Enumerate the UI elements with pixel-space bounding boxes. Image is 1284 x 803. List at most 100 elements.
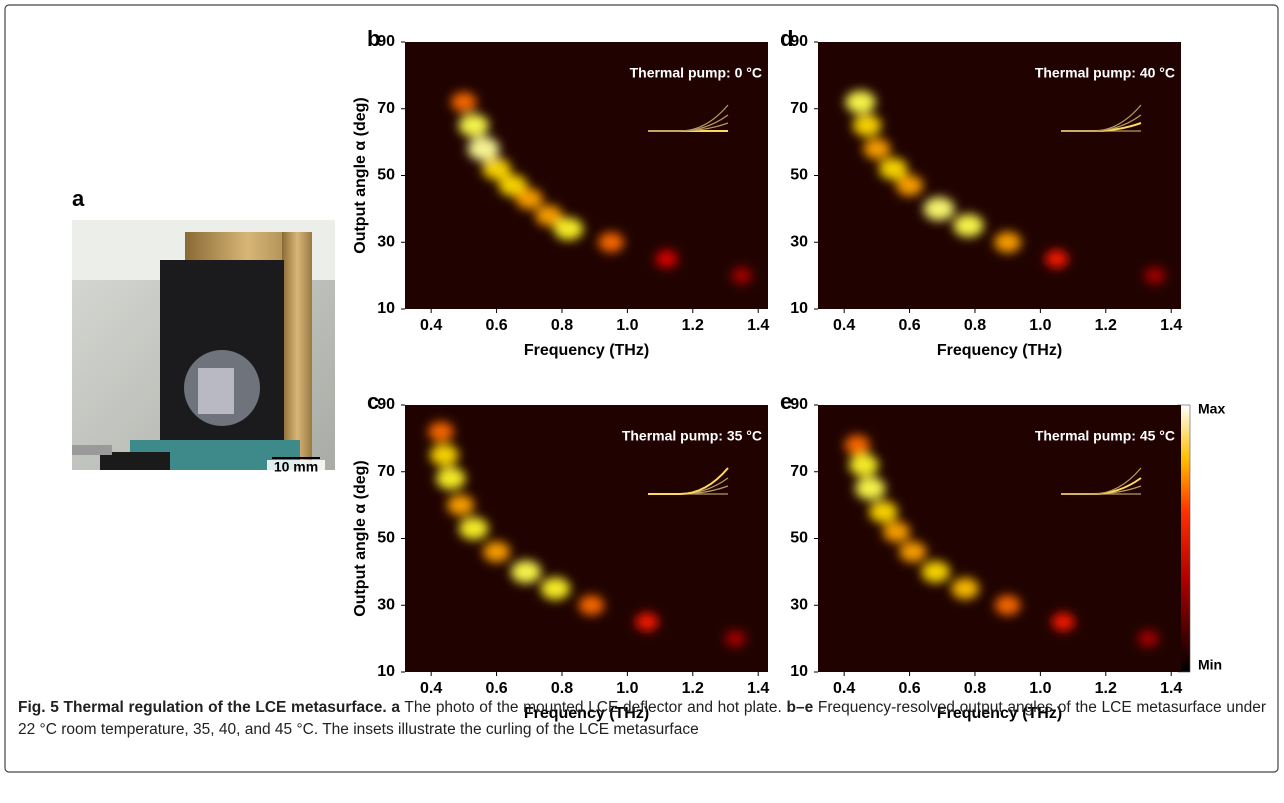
caption-label: b–e: [786, 699, 814, 716]
intensity-spot: [899, 541, 927, 563]
x-tick-label: 0.6: [485, 317, 507, 334]
plot-title: Thermal pump: 45 °C: [1035, 428, 1175, 444]
x-tick-label: 1.2: [1095, 680, 1117, 697]
x-axis-label: Frequency (THz): [937, 705, 1062, 722]
intensity-spot: [1137, 630, 1159, 648]
plot-title: Thermal pump: 0 °C: [630, 65, 762, 81]
caption-title: Fig. 5 Thermal regulation of the LCE met…: [18, 699, 387, 716]
x-tick-label: 1.2: [682, 680, 704, 697]
y-tick-label: 50: [377, 167, 395, 184]
y-tick-label: 50: [377, 530, 395, 547]
panel-label: e: [780, 389, 792, 414]
x-tick-label: 1.0: [616, 317, 638, 334]
caption: Fig. 5 Thermal regulation of the LCE met…: [18, 697, 1266, 741]
x-tick-label: 0.8: [964, 317, 986, 334]
intensity-spot: [731, 267, 753, 285]
intensity-spot: [1045, 249, 1069, 269]
y-tick-label: 90: [377, 33, 395, 50]
y-tick-label: 30: [790, 596, 808, 613]
intensity-spot: [498, 174, 528, 197]
scale-bar-label: 10 mm: [274, 459, 318, 475]
x-tick-label: 0.4: [420, 680, 442, 697]
plot-background: [818, 405, 1181, 672]
heatmap: [844, 435, 1159, 648]
blobs: [428, 421, 746, 648]
intensity-spot: [435, 467, 466, 490]
panel-label: d: [780, 26, 793, 51]
y-tick-label: 90: [377, 396, 395, 413]
intensity-spot: [923, 197, 955, 221]
x-tick-label: 0.8: [551, 680, 573, 697]
inset-curve: [1061, 104, 1142, 132]
intensity-spot: [1051, 612, 1075, 632]
x-tick-label: 0.4: [833, 317, 855, 334]
intensity-spot: [510, 560, 542, 584]
inset-curve: [1061, 467, 1142, 495]
intensity-spot: [553, 217, 584, 241]
colorbar-max: Max: [1198, 401, 1225, 417]
x-tick-label: 1.2: [1095, 317, 1117, 334]
intensity-spot: [540, 577, 571, 600]
intensity-spot: [951, 577, 980, 600]
x-axis-label: Frequency (THz): [524, 342, 649, 359]
caption-text: Frequency-resolved output angles of the …: [18, 699, 1267, 738]
x-tick-label: 1.4: [747, 317, 769, 334]
panel-label: b: [367, 26, 380, 51]
panel-label: c: [367, 389, 379, 414]
y-tick-label: 10: [377, 300, 395, 317]
photo: 10 mm: [72, 220, 335, 476]
x-tick-label: 1.2: [682, 317, 704, 334]
x-tick-label: 0.6: [485, 680, 507, 697]
intensity-spot: [921, 560, 951, 583]
plot-title: Thermal pump: 40 °C: [1035, 65, 1175, 81]
caption-text: The photo of the mounted LCE deflector a…: [404, 699, 782, 716]
intensity-spot: [515, 188, 543, 210]
x-tick-label: 0.4: [833, 680, 855, 697]
intensity-spot: [844, 435, 871, 456]
intensity-spot: [882, 521, 911, 543]
intensity-spot: [953, 214, 984, 238]
blobs: [844, 435, 1159, 648]
y-tick-label: 70: [377, 100, 395, 117]
intensity-spot: [428, 421, 454, 442]
x-tick-label: 1.4: [1160, 317, 1182, 334]
intensity-spot: [598, 232, 624, 253]
intensity-spot: [446, 494, 475, 516]
y-axis-label: Output angle α (deg): [352, 460, 369, 616]
y-tick-label: 30: [377, 596, 395, 613]
intensity-spot: [855, 476, 886, 500]
intensity-spot: [655, 249, 678, 268]
x-tick-label: 1.0: [1029, 317, 1051, 334]
heatmap: [428, 421, 746, 648]
inset-curve: [648, 104, 729, 132]
intensity-spot: [578, 595, 605, 616]
intensity-spot: [994, 231, 1022, 253]
intensity-spot: [467, 136, 500, 161]
intensity-spot: [724, 630, 746, 648]
colorbar-min: Min: [1198, 657, 1222, 673]
y-tick-label: 50: [790, 167, 808, 184]
intensity-spot: [869, 500, 898, 523]
heatmap: [451, 92, 753, 285]
intensity-spot: [848, 453, 879, 477]
intensity-spot: [878, 157, 908, 180]
figure-frame: [4, 4, 1279, 773]
intensity-spot: [635, 612, 659, 632]
intensity-spot: [535, 205, 563, 227]
panel-label: a: [72, 186, 85, 211]
y-tick-label: 10: [790, 300, 808, 317]
y-tick-label: 30: [790, 233, 808, 250]
y-axis-label: Output angle α (deg): [352, 97, 369, 253]
plot-title: Thermal pump: 35 °C: [622, 428, 762, 444]
intensity-spot: [852, 114, 882, 137]
x-tick-label: 1.4: [1160, 680, 1182, 697]
x-tick-label: 1.4: [747, 680, 769, 697]
intensity-spot: [1144, 267, 1166, 285]
y-tick-label: 90: [790, 396, 808, 413]
x-axis-label: Frequency (THz): [524, 705, 649, 722]
x-tick-label: 0.8: [964, 680, 986, 697]
intensity-spot: [482, 541, 511, 563]
plot-background: [818, 42, 1181, 309]
